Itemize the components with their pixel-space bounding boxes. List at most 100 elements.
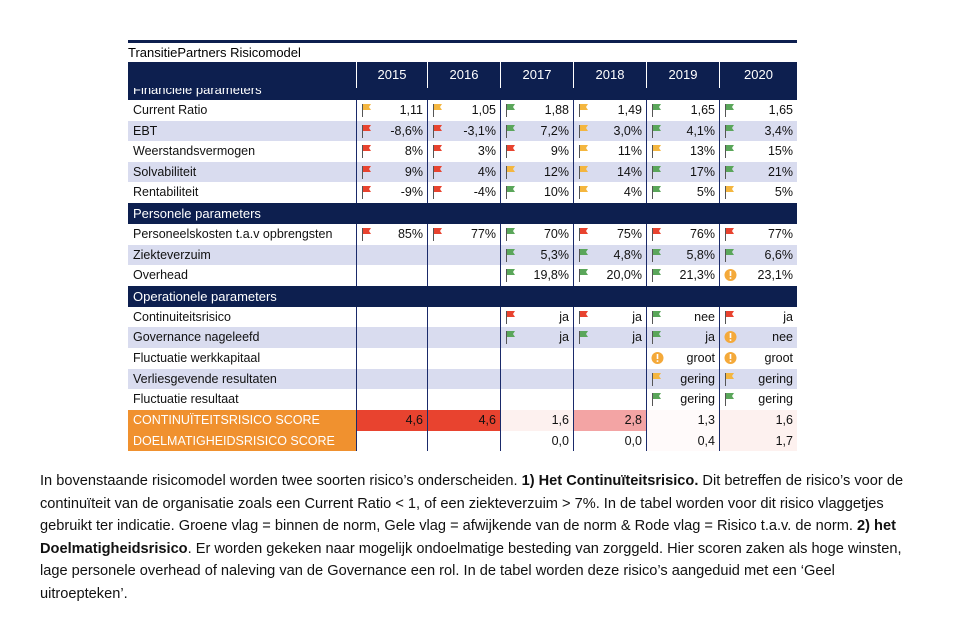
cell-value: groot [764,350,794,365]
flag-icon [506,186,515,200]
alert-icon [724,269,737,282]
flag-icon [433,124,442,138]
cell-value: 21% [767,164,793,179]
flag-icon [725,248,734,262]
value-cell: nee [646,306,719,328]
value-cell: nee [719,327,797,348]
value-cell: 5% [719,182,797,203]
value-cell [356,368,427,390]
row-label: Ziekteverzuim [133,247,211,262]
value-cell [427,306,500,328]
section-title: Financiële parameters [133,88,262,97]
alert-icon [651,351,664,364]
table-row: Fluctuatie werkkapitaal groot groot [128,347,797,369]
flag-icon [362,186,371,200]
value-cell: 77% [427,223,500,245]
row-label: Verliesgevende resultaten [133,371,277,386]
table-title: TransitiePartners Risicomodel [128,45,301,60]
cell-value: 4% [477,164,496,179]
cell-value: 14% [616,164,642,179]
cell-value: ja [559,330,569,345]
cell-value: 1,65 [768,103,793,117]
table-row: Ziekteverzuim 5,3% 4,8% 5,8% 6,6% [128,244,797,266]
cell-value: 4,8% [613,247,643,262]
cell-value: 1,88 [544,103,569,117]
cell-value: -8,6% [390,123,423,138]
value-cell [573,389,646,410]
score-value: 1,6 [775,412,793,427]
flag-icon [725,124,734,138]
score-label: CONTINUÏTEITSRISICO SCORE [128,409,356,431]
flag-icon [725,372,734,386]
cell-value: 5% [696,185,715,200]
flag-icon [652,186,661,200]
flag-icon [433,104,442,117]
cell-value: -3,1% [463,123,496,138]
value-cell [573,347,646,369]
cell-value: 75% [616,226,642,241]
value-cell: 77% [719,223,797,245]
flag-icon [362,124,371,138]
score-cell: 1,7 [719,430,797,452]
score-cell [427,430,500,452]
score-cell: 1,3 [646,409,719,431]
cell-value: 23,1% [757,268,793,283]
value-cell: 1,88 [500,100,573,121]
row-label: Solvabiliteit [133,164,197,179]
cell-value: gering [680,392,715,407]
flag-icon [579,165,588,179]
value-cell: 23,1% [719,265,797,286]
value-cell: 13% [646,141,719,162]
value-cell: 21% [719,161,797,183]
table-row: Personele parameters [128,202,797,224]
value-cell: ja [500,327,573,348]
flag-icon [579,104,588,117]
value-cell: ja [500,306,573,328]
flag-icon [362,227,371,241]
table-row: Verliesgevende resultaten gering gering [128,368,797,390]
row-label: Personeelskosten t.a.v opbrengsten [133,226,333,241]
flag-icon [579,145,588,159]
table-row: Current Ratio 1,11 1,05 1,88 1,49 1,65 1,65 [128,100,797,121]
cell-value: 3% [477,144,496,159]
value-cell [356,389,427,410]
value-cell [427,265,500,286]
flag-icon [506,145,515,159]
value-cell [500,368,573,390]
value-cell [356,244,427,266]
flag-icon [652,331,661,345]
score-value: 1,7 [775,433,793,448]
cell-value: 11% [617,144,642,159]
table-row: Overhead 19,8% 20,0% 21,3% 23,1% [128,265,797,286]
cell-value: 1,65 [690,103,715,117]
value-cell [500,347,573,369]
table-row: Fluctuatie resultaat gering gering [128,389,797,410]
flag-icon [433,165,442,179]
value-cell: 8% [356,141,427,162]
cell-value: groot [686,350,716,365]
flag-icon [725,393,734,407]
score-cell: 0,0 [500,430,573,452]
value-cell: 19,8% [500,265,573,286]
cell-value: 5,8% [686,247,716,262]
flag-icon [506,104,515,117]
value-cell: ja [719,306,797,328]
cell-value: nee [772,330,793,345]
value-cell: ja [646,327,719,348]
text-segment: . Er worden gekeken naar mogelijk ondoel… [40,540,902,602]
value-cell: 5% [646,182,719,203]
row-label: EBT [133,123,158,138]
value-cell: 9% [356,161,427,183]
cell-value: ja [632,330,642,345]
header-year: 2019 [646,62,719,88]
flag-icon [652,124,661,138]
cell-value: 4% [623,185,642,200]
cell-value: 8% [404,144,423,159]
flag-icon [725,310,734,324]
table-row: Personeelskosten t.a.v opbrengsten 85% 77%… [128,223,797,245]
value-cell: gering [719,368,797,390]
flag-icon [725,165,734,179]
score-value: 2,8 [624,412,642,427]
cell-value: 5% [774,185,793,200]
